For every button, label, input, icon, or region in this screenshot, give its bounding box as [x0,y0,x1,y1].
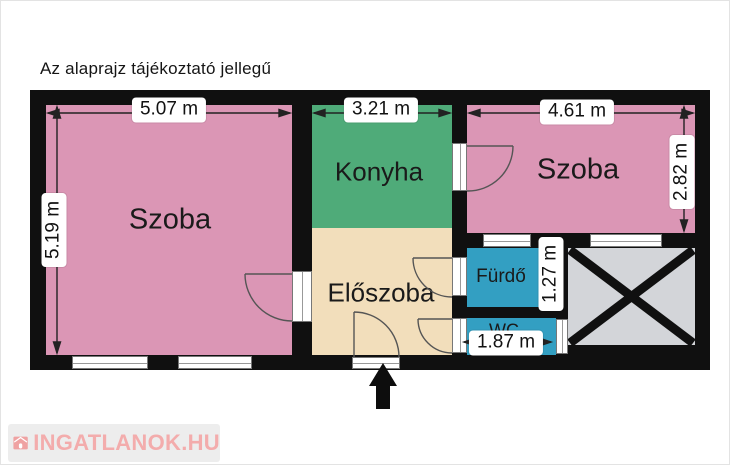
doorframe-szoba-right [452,143,467,191]
house-icon [13,436,28,450]
dim-konyha-width: 3.21 m [343,97,419,123]
dim-furdo-height: 1.27 m [538,236,564,312]
room-label-eloszoba: Előszoba [327,277,435,308]
room-label-furdo: Fürdő [476,266,526,287]
room-label-konyha: Konyha [334,156,424,187]
dim-szoba-left-width: 5.07 m [131,97,207,123]
room-label-szoba-left: Szoba [128,203,212,236]
disclaimer-title: Az alaprajz tájékoztató jellegű [40,59,272,78]
dim-szoba-right-height: 2.82 m [669,134,695,210]
window-crossed-top [590,234,662,247]
crossed-area-x-icon [568,248,695,345]
window-furdo-top [483,234,531,247]
doorframe-furdo [452,257,467,296]
watermark-badge: INGATLANOK.HU [8,424,220,462]
watermark-text: INGATLANOK.HU [33,430,220,455]
room-konyha [312,105,452,228]
window-szoba-left-1 [72,356,148,369]
doorframe-wc [452,318,467,353]
room-label-szoba-right: Szoba [536,153,620,186]
dim-szoba-left-height: 5.19 m [41,192,67,268]
doorframe-szoba-left [292,271,312,322]
window-wc-right [556,319,568,354]
dim-wc-width: 1.87 m [468,330,544,356]
dim-szoba-right-width: 4.61 m [539,99,615,125]
crossed-out-area [568,248,695,345]
entrance-threshold [352,357,400,369]
room-furdo [467,248,540,307]
window-szoba-left-2 [178,356,252,369]
